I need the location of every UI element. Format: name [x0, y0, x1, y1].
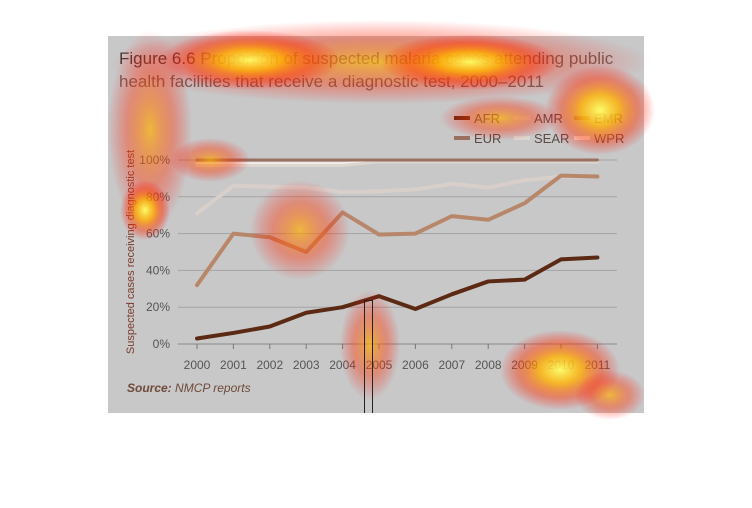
x-tick-label: 2006	[402, 358, 429, 372]
x-tick-label: 2003	[293, 358, 320, 372]
x-tick-label: 2000	[184, 358, 211, 372]
x-tick-label: 2001	[220, 358, 247, 372]
selection-marker	[364, 300, 373, 413]
legend-label-emr: EMR	[594, 111, 623, 126]
source-label: Source:	[127, 381, 172, 395]
y-tick-label: 0%	[153, 337, 171, 351]
legend: AFR AMR EMR EUR SEAR WPR	[454, 111, 624, 146]
x-tick-label: 2011	[584, 358, 610, 372]
legend-label-afr: AFR	[474, 111, 500, 126]
legend-label-sear: SEAR	[534, 131, 569, 146]
x-tick-label: 2008	[475, 358, 502, 372]
source-note: Source: NMCP reports	[127, 381, 251, 395]
y-tick-label: 20%	[146, 300, 170, 314]
series-line-sear	[195, 160, 599, 168]
x-tick-label: 2010	[548, 358, 575, 372]
x-tick-label: 2002	[256, 358, 283, 372]
y-axis-ticks: 0% 20% 40% 60% 80% 100%	[139, 153, 170, 351]
legend-label-eur: EUR	[474, 131, 501, 146]
source-text: NMCP reports	[175, 381, 251, 395]
series-line-afr	[195, 255, 600, 341]
x-axis-ticks: 2000 2001 2002 2003 2004 2005 2006 2007 2008 2009…	[184, 344, 611, 372]
legend-label-amr: AMR	[534, 111, 563, 126]
x-tick-label: 2009	[511, 358, 538, 372]
series-lines	[195, 158, 600, 341]
y-tick-label: 80%	[146, 190, 170, 204]
y-tick-label: 60%	[146, 227, 170, 241]
y-tick-label: 40%	[146, 263, 170, 277]
legend-label-wpr: WPR	[594, 131, 624, 146]
x-tick-label: 2004	[329, 358, 356, 372]
y-axis-label: Suspected cases receiving diagnostic tes…	[125, 150, 137, 354]
x-tick-label: 2007	[438, 358, 465, 372]
y-tick-label: 100%	[139, 153, 170, 167]
